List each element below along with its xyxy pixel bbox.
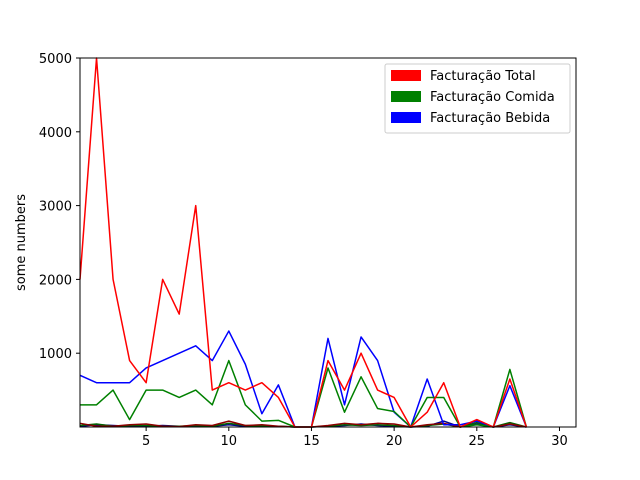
legend-label-3: Facturação Bebida <box>430 111 550 126</box>
x-tick-label: 5 <box>142 434 150 449</box>
legend-swatch-3 <box>391 112 421 123</box>
y-tick-label: 5000 <box>39 52 72 67</box>
series-line-2 <box>80 359 528 428</box>
x-tick-label: 15 <box>303 434 320 449</box>
y-tick-label: 2000 <box>39 273 72 288</box>
legend-label-2: Facturação Comida <box>430 90 555 105</box>
x-tick-label: 10 <box>221 434 238 449</box>
x-tick-label: 30 <box>551 434 568 449</box>
x-tick-label: 25 <box>469 434 486 449</box>
y-tick-label: 1000 <box>39 347 72 362</box>
legend-frame <box>384 63 571 134</box>
y-axis-title: some numbers <box>14 194 29 291</box>
x-tick-label: 20 <box>386 434 403 449</box>
y-tick-label: 4000 <box>39 126 72 141</box>
legend: Facturação Total Facturação Comida Factura… <box>384 63 571 134</box>
y-tick-label: 3000 <box>39 200 72 215</box>
legend-swatch-1 <box>391 70 421 81</box>
legend-swatch-2 <box>391 91 421 102</box>
y-axis: 1000 2000 3000 4000 5000 <box>39 52 80 362</box>
legend-label-1: Facturação Total <box>430 69 536 84</box>
x-axis: 5 10 15 20 25 30 <box>142 427 568 449</box>
plot-frame <box>79 57 577 428</box>
